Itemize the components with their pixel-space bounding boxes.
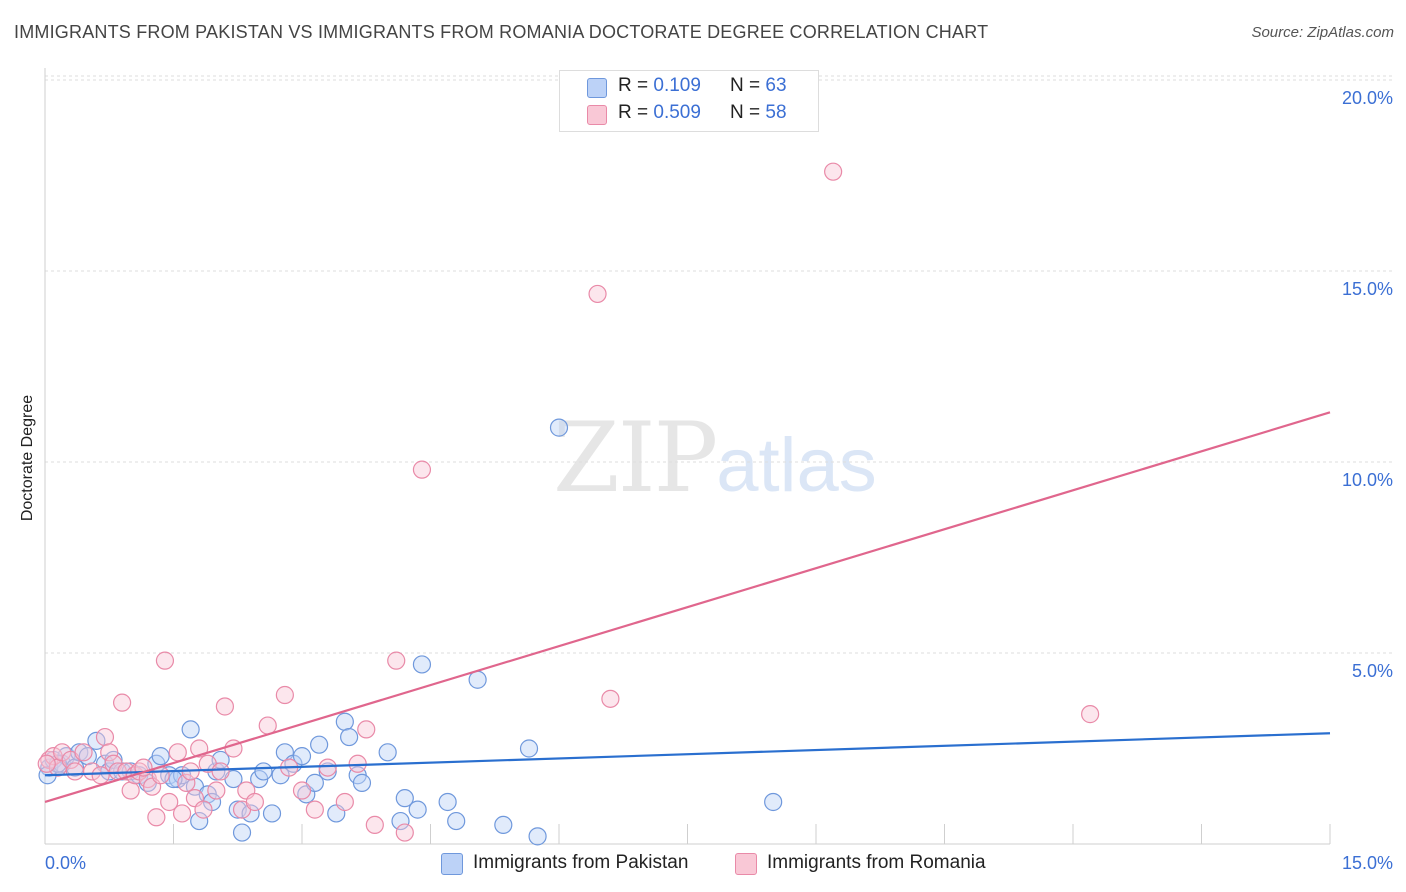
romania-point	[112, 693, 132, 712]
y-tick-label: 5.0%	[1352, 661, 1393, 681]
romania-point	[155, 651, 175, 670]
chart-title: IMMIGRANTS FROM PAKISTAN VS IMMIGRANTS F…	[14, 22, 989, 42]
series-legend: Immigrants from Pakistan Immigrants from…	[0, 852, 1406, 878]
watermark-zip: ZIP	[553, 402, 718, 514]
pakistan-point	[438, 792, 457, 812]
romania-point	[207, 781, 226, 800]
stats-row-pakistan: R = 0.109 N = 63	[560, 74, 818, 100]
romania-point	[412, 460, 432, 479]
romania-point	[91, 766, 110, 785]
legend-swatch-romania	[735, 853, 757, 875]
romania-point	[177, 773, 196, 792]
pakistan-r-label: R =	[618, 75, 654, 96]
romania-point	[95, 727, 115, 747]
romania-n: N = 58	[730, 102, 787, 124]
romania-point	[335, 792, 354, 812]
pakistan-point	[352, 773, 372, 792]
romania-point	[65, 762, 85, 781]
romania-point	[190, 739, 209, 758]
x-tick-label: 0.0%	[45, 853, 86, 873]
pakistan-n-label: N =	[730, 75, 766, 96]
pakistan-point	[447, 811, 466, 831]
pakistan-point	[181, 720, 200, 739]
romania-point	[305, 800, 324, 819]
romania-point	[395, 823, 414, 842]
romania-point	[147, 808, 166, 827]
romania-trendline	[44, 411, 1331, 804]
y-tick-label: 10.0%	[1342, 470, 1393, 490]
pakistan-trendline	[44, 732, 1331, 777]
pakistan-point	[412, 655, 432, 674]
x-tick-label: 15.0%	[1342, 853, 1393, 873]
y-tick-label: 20.0%	[1342, 88, 1393, 108]
romania-point	[365, 815, 384, 835]
romania-point	[172, 804, 192, 823]
romania-point	[100, 743, 119, 762]
legend-label-romania: Immigrants from Romania	[767, 852, 986, 873]
romania-point	[318, 758, 337, 777]
pakistan-point	[262, 804, 282, 823]
stats-row-romania: R = 0.509 N = 58	[560, 101, 818, 127]
romania-point	[211, 762, 230, 781]
pakistan-point	[468, 670, 487, 689]
romania-point	[37, 754, 56, 773]
y-tick-label: 15.0%	[1342, 279, 1393, 299]
stats-legend: R = 0.109 N = 63 R = 0.509 N = 58	[559, 70, 819, 132]
romania-point	[121, 781, 140, 800]
pakistan-n-value: 63	[765, 75, 787, 96]
watermark-atlas: atlas	[716, 423, 877, 508]
pakistan-point	[241, 804, 260, 823]
romania-point	[245, 792, 264, 812]
romania-point	[292, 781, 312, 800]
romania-r: R = 0.509	[618, 102, 701, 124]
pakistan-point	[87, 731, 106, 750]
pakistan-point	[190, 811, 209, 831]
romania-r-label: R =	[618, 102, 654, 123]
pakistan-r-value: 0.109	[653, 75, 701, 96]
romania-point	[824, 162, 843, 181]
pakistan-point	[764, 792, 783, 812]
romania-n-value: 58	[765, 102, 787, 123]
pakistan-point	[335, 712, 354, 731]
watermark: ZIPatlas	[553, 402, 877, 514]
pakistan-point	[494, 815, 513, 835]
romania-point	[44, 747, 63, 766]
pakistan-point	[232, 823, 252, 842]
romania-point	[601, 689, 620, 708]
romania-point	[194, 800, 213, 819]
pakistan-point	[549, 418, 569, 437]
romania-point	[1081, 705, 1100, 724]
romania-n-label: N =	[730, 102, 766, 123]
pakistan-point	[292, 747, 312, 766]
romania-point	[74, 743, 93, 762]
pakistan-point	[391, 811, 410, 831]
pakistan-r: R = 0.109	[618, 75, 701, 97]
romania-point	[275, 685, 294, 705]
romania-r-value: 0.509	[653, 102, 701, 123]
pakistan-point	[340, 727, 359, 747]
romania-swatch	[587, 105, 607, 125]
pakistan-point	[310, 735, 329, 754]
romania-point	[387, 651, 406, 670]
pakistan-point	[408, 800, 427, 819]
romania-point	[357, 720, 376, 739]
pakistan-point	[254, 762, 273, 781]
pakistan-point	[151, 747, 170, 766]
legend-swatch-pakistan	[441, 853, 463, 875]
pakistan-point	[519, 739, 539, 758]
pakistan-swatch	[587, 78, 607, 98]
romania-point	[168, 743, 187, 762]
romania-point	[588, 284, 607, 304]
romania-point	[215, 697, 234, 716]
pakistan-point	[378, 743, 397, 762]
pakistan-point	[528, 827, 547, 846]
pakistan-n: N = 63	[730, 75, 787, 97]
romania-point	[160, 792, 179, 812]
legend-label-pakistan: Immigrants from Pakistan	[473, 852, 689, 873]
source-credit: Source: ZipAtlas.com	[1251, 24, 1394, 41]
romania-point	[83, 762, 102, 781]
pakistan-point	[395, 789, 414, 808]
